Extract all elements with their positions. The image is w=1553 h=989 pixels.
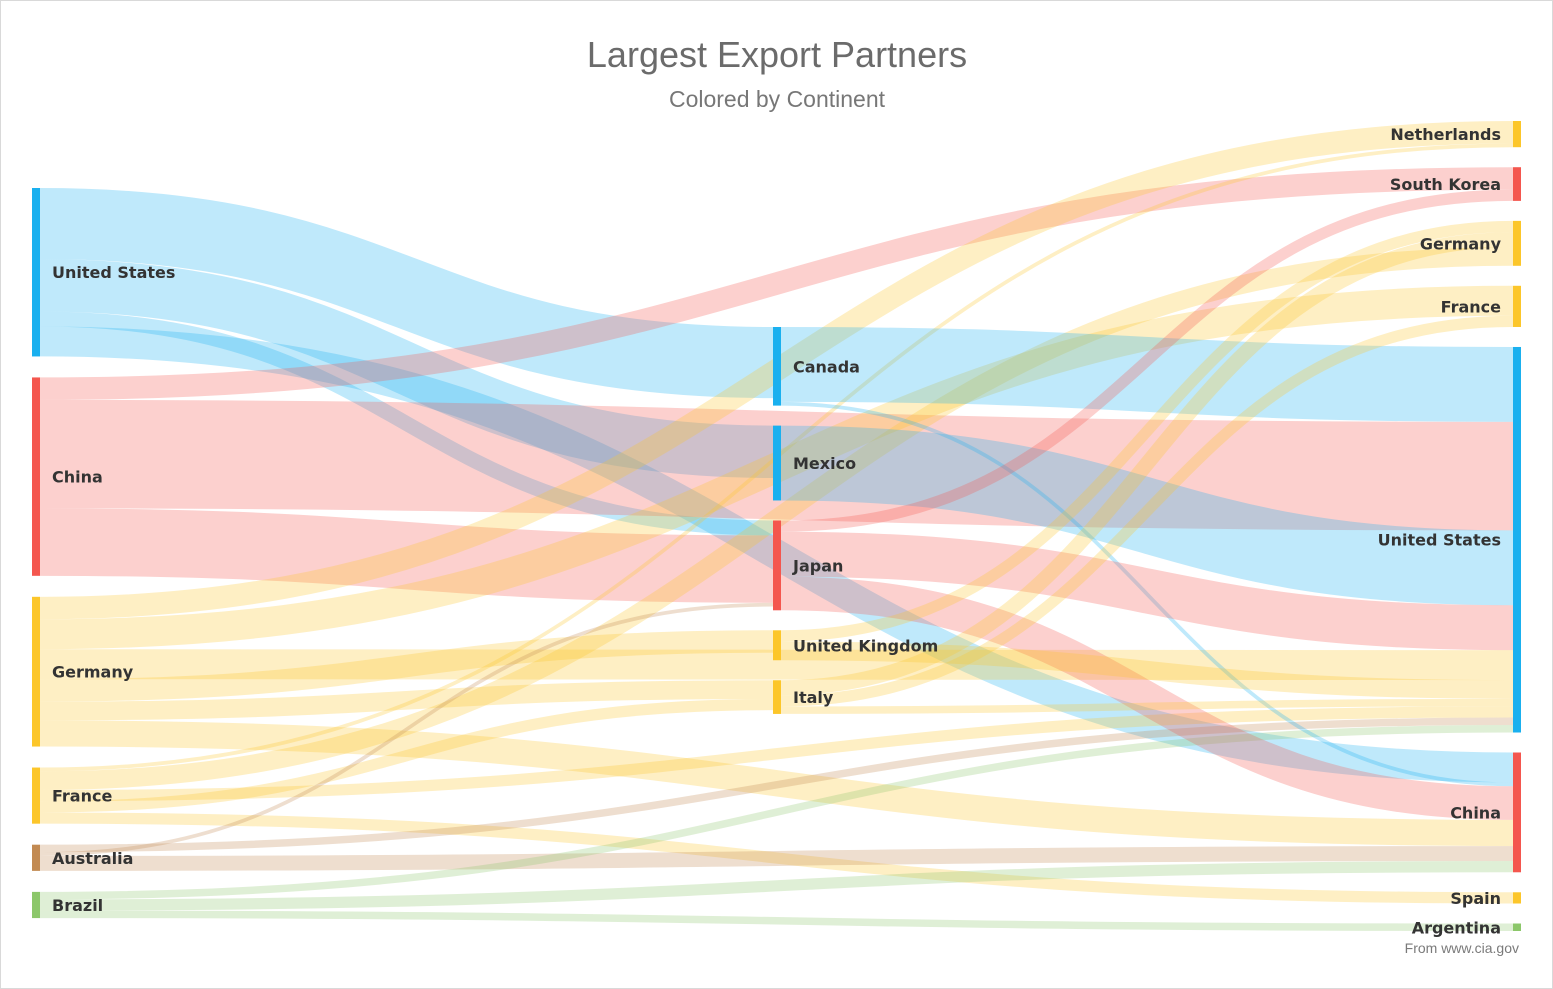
node-dst-argentina[interactable]	[1513, 923, 1521, 931]
node-src-united-states[interactable]	[32, 188, 40, 357]
node-mid-canada[interactable]	[773, 327, 781, 406]
node-mid-united-kingdom[interactable]	[773, 630, 781, 661]
chart-credit[interactable]: From www.cia.gov	[1405, 940, 1519, 956]
node-label-mid-canada: Canada	[793, 357, 860, 376]
link-mid-canada-to-dst-china[interactable]	[780, 401, 1514, 787]
nodes-layer	[32, 121, 1521, 931]
node-label-dst-south-korea: South Korea	[1390, 175, 1501, 194]
node-dst-spain[interactable]	[1513, 892, 1521, 904]
chart-subtitle: Colored by Continent	[669, 86, 886, 112]
link-mid-united-kingdom-to-dst-germany[interactable]	[780, 220, 1514, 642]
link-src-germany-to-dst-china[interactable]	[39, 720, 1514, 847]
link-mid-canada-to-dst-united-states[interactable]	[780, 326, 1514, 422]
link-mid-japan-to-dst-united-states[interactable]	[780, 531, 1514, 651]
node-dst-south-korea[interactable]	[1513, 167, 1521, 201]
node-label-mid-united-kingdom: United Kingdom	[793, 636, 938, 655]
link-src-united-states-to-mid-japan[interactable]	[39, 311, 774, 536]
node-mid-mexico[interactable]	[773, 425, 781, 501]
link-src-australia-to-dst-china[interactable]	[39, 846, 1514, 871]
link-mid-italy-to-dst-united-states[interactable]	[780, 698, 1514, 714]
link-mid-mexico-to-dst-united-states[interactable]	[780, 425, 1514, 606]
node-label-dst-germany: Germany	[1420, 234, 1502, 253]
link-mid-italy-to-dst-france[interactable]	[780, 315, 1514, 707]
node-label-mid-mexico: Mexico	[793, 454, 856, 473]
node-dst-france[interactable]	[1513, 285, 1521, 327]
node-label-dst-united-states: United States	[1378, 531, 1501, 550]
link-src-united-states-to-mid-canada[interactable]	[39, 188, 774, 399]
node-mid-italy[interactable]	[773, 680, 781, 714]
link-src-germany-to-mid-united-kingdom[interactable]	[39, 630, 774, 702]
node-dst-united-states[interactable]	[1513, 346, 1521, 733]
node-dst-netherlands[interactable]	[1513, 121, 1521, 148]
link-src-brazil-to-dst-united-states[interactable]	[39, 725, 1514, 900]
node-src-australia[interactable]	[32, 844, 40, 871]
node-dst-germany[interactable]	[1513, 220, 1521, 266]
link-src-australia-to-dst-united-states[interactable]	[39, 717, 1514, 853]
node-label-src-china: China	[52, 468, 103, 487]
node-label-src-united-states: United States	[52, 263, 175, 282]
link-mid-italy-to-dst-germany[interactable]	[780, 232, 1514, 696]
node-label-dst-china: China	[1450, 803, 1501, 822]
link-src-china-to-dst-south-korea[interactable]	[39, 167, 1514, 400]
node-label-mid-japan: Japan	[792, 556, 843, 575]
link-mid-united-kingdom-to-dst-united-states[interactable]	[780, 641, 1514, 699]
node-label-src-australia: Australia	[52, 849, 133, 868]
node-mid-japan[interactable]	[773, 520, 781, 611]
link-src-france-to-dst-united-states[interactable]	[39, 706, 1514, 802]
link-src-brazil-to-dst-argentina[interactable]	[39, 910, 1514, 932]
link-src-brazil-to-dst-china[interactable]	[39, 861, 1514, 911]
node-src-france[interactable]	[32, 767, 40, 824]
node-src-germany[interactable]	[32, 596, 40, 747]
link-src-china-to-mid-japan[interactable]	[39, 508, 774, 603]
node-label-dst-spain: Spain	[1450, 889, 1501, 908]
link-src-france-to-dst-spain[interactable]	[39, 812, 1514, 904]
node-dst-china[interactable]	[1513, 752, 1521, 873]
link-src-france-to-mid-italy[interactable]	[39, 698, 774, 813]
node-label-src-germany: Germany	[52, 663, 134, 682]
chart-title: Largest Export Partners	[587, 34, 967, 75]
link-src-united-states-to-mid-mexico[interactable]	[39, 259, 774, 479]
node-label-src-france: France	[52, 787, 112, 806]
link-src-germany-to-mid-italy[interactable]	[39, 680, 774, 721]
node-label-mid-italy: Italy	[793, 688, 834, 707]
link-src-australia-to-mid-japan[interactable]	[39, 602, 774, 856]
link-src-germany-to-dst-united-states[interactable]	[39, 649, 1514, 681]
node-label-dst-netherlands: Netherlands	[1390, 125, 1501, 144]
node-src-brazil[interactable]	[32, 891, 40, 919]
link-src-france-to-dst-germany[interactable]	[39, 247, 1514, 790]
node-label-dst-argentina: Argentina	[1412, 918, 1501, 937]
link-mid-japan-to-dst-china[interactable]	[780, 576, 1514, 820]
node-label-dst-france: France	[1441, 297, 1501, 316]
labels-layer: United States China Germany France Australia…	[52, 125, 1502, 937]
node-src-china[interactable]	[32, 377, 40, 576]
node-label-src-brazil: Brazil	[52, 896, 103, 915]
link-mid-japan-to-dst-south-korea[interactable]	[780, 189, 1514, 532]
